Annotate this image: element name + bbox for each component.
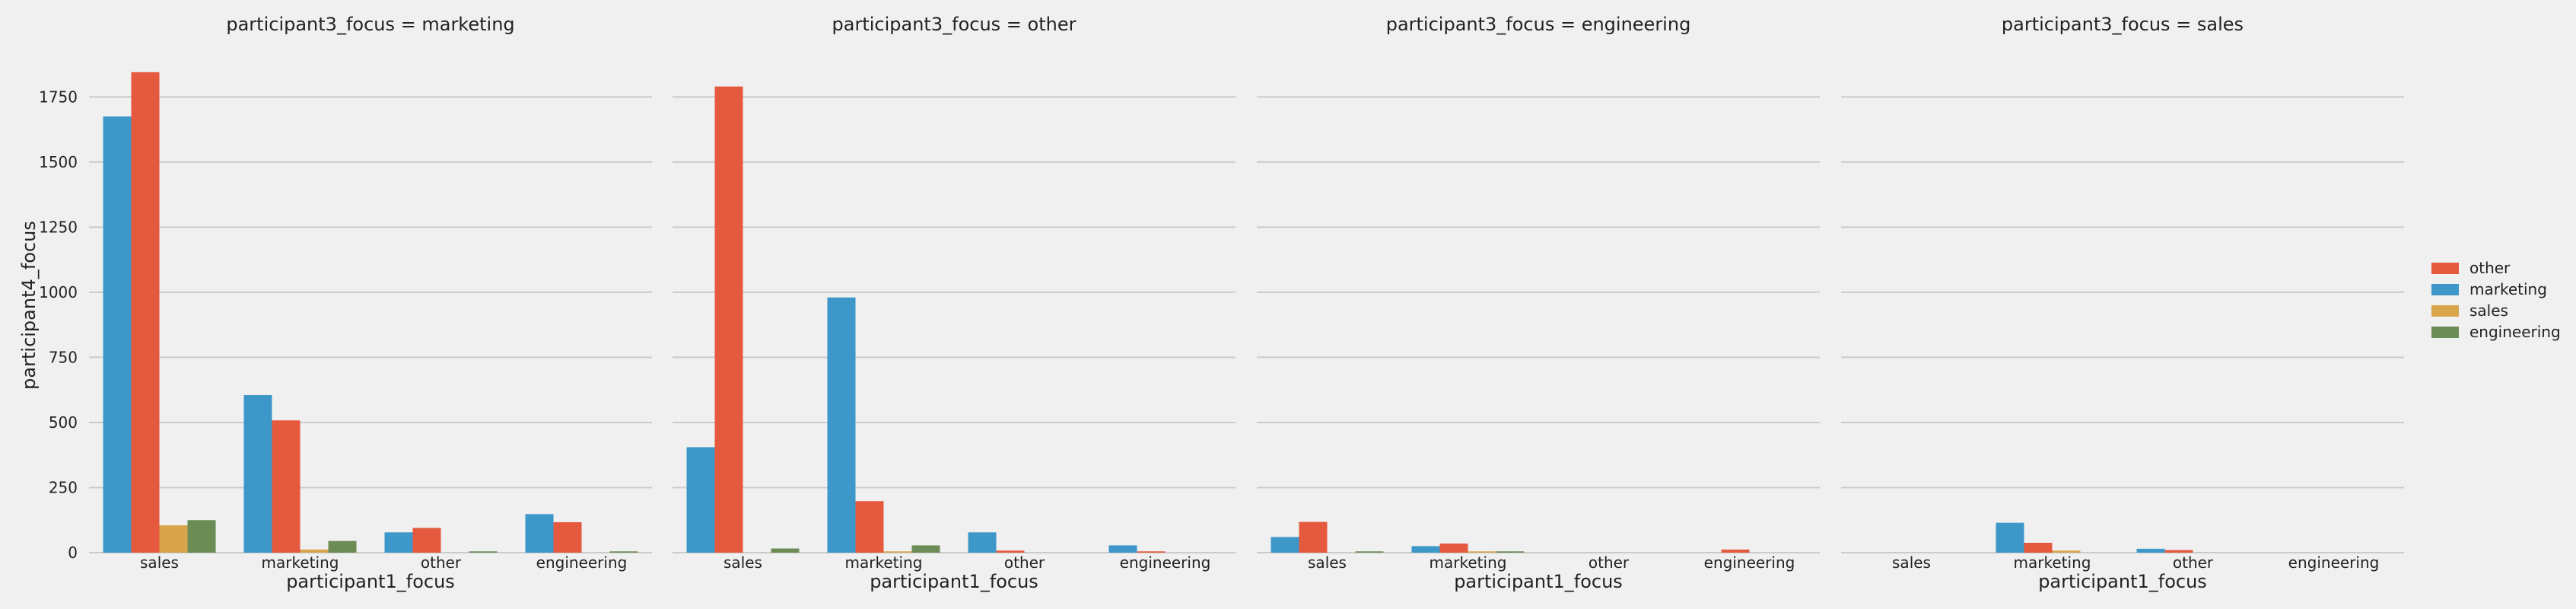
bar-sales [2052,550,2081,553]
x-tick-label: marketing [1430,553,1507,572]
y-tick-label: 1500 [39,153,78,171]
bar-other [996,550,1025,553]
bar-other [714,86,743,553]
legend-swatch-engineering [2431,327,2459,338]
bar-sales [300,549,329,553]
panel-title: participant3_focus = other [832,14,1077,35]
legend-label-marketing: marketing [2469,280,2547,298]
x-tick-label: other [2173,553,2214,572]
bar-other [1299,521,1328,553]
bar-marketing [2136,548,2165,553]
x-tick-label: sales [1308,553,1347,572]
legend-label-other: other [2469,259,2511,277]
y-axis-label: participant4_focus [18,221,40,390]
legend-swatch-marketing [2431,284,2459,295]
bar-other [272,420,301,553]
y-tick-label: 1250 [39,218,78,236]
legend-swatch-other [2431,263,2459,274]
y-tick-label: 1750 [39,88,78,106]
x-tick-label: engineering [1704,553,1795,572]
x-tick-label: engineering [2288,553,2380,572]
bar-engineering [771,548,800,553]
bar-sales [883,551,912,553]
panel-title: participant3_focus = sales [2002,14,2244,35]
bar-marketing [525,514,554,553]
bar-marketing [1108,545,1137,553]
y-tick-label: 500 [49,413,78,432]
y-tick-label: 750 [49,348,78,366]
bar-engineering [187,520,216,553]
x-tick-label: sales [1892,553,1931,572]
bar-other [1439,544,1468,553]
bar-marketing [968,532,997,553]
x-axis-label: participant1_focus [1454,571,1623,592]
legend-swatch-sales [2431,305,2459,317]
bar-other [2024,543,2053,553]
bar-other [855,501,884,553]
x-tick-label: marketing [845,553,923,572]
y-tick-label: 1000 [39,283,78,301]
legend-label-engineering: engineering [2469,323,2561,341]
bar-engineering [609,551,638,553]
x-tick-label: sales [724,553,762,572]
y-tick-label: 250 [49,478,78,496]
panel-title: participant3_focus = marketing [226,14,514,35]
bar-marketing [103,116,132,553]
bar-engineering [469,551,498,553]
legend-label-sales: sales [2469,301,2508,320]
bar-sales [159,525,188,553]
x-tick-label: marketing [262,553,339,572]
bar-other [1137,551,1166,553]
x-axis-label: participant1_focus [870,571,1038,592]
bar-marketing [686,447,715,553]
bar-other [553,521,582,553]
bar-engineering [328,540,357,553]
x-tick-label: other [421,553,462,572]
bar-marketing [1411,546,1440,553]
x-axis-label: participant1_focus [2038,571,2207,592]
x-tick-label: other [1589,553,1630,572]
x-tick-label: sales [140,553,179,572]
bar-marketing [1996,522,2024,553]
panel-title: participant3_focus = engineering [1386,14,1691,35]
bar-marketing [1271,537,1299,553]
bar-engineering [1496,551,1525,553]
x-tick-label: marketing [2014,553,2091,572]
x-axis-label: participant1_focus [286,571,455,592]
bar-engineering [911,545,940,553]
y-tick-label: 0 [68,544,78,562]
bar-other [131,72,160,553]
bar-sales [1468,551,1496,553]
bar-engineering [1355,551,1384,553]
bar-other [2164,550,2193,553]
bar-other [412,528,441,553]
x-tick-label: engineering [1120,553,1211,572]
bar-other [1721,549,1750,553]
x-tick-label: other [1004,553,1045,572]
bar-marketing [243,395,272,553]
x-tick-label: engineering [536,553,628,572]
bar-marketing [827,297,856,553]
bar-marketing [384,532,413,553]
